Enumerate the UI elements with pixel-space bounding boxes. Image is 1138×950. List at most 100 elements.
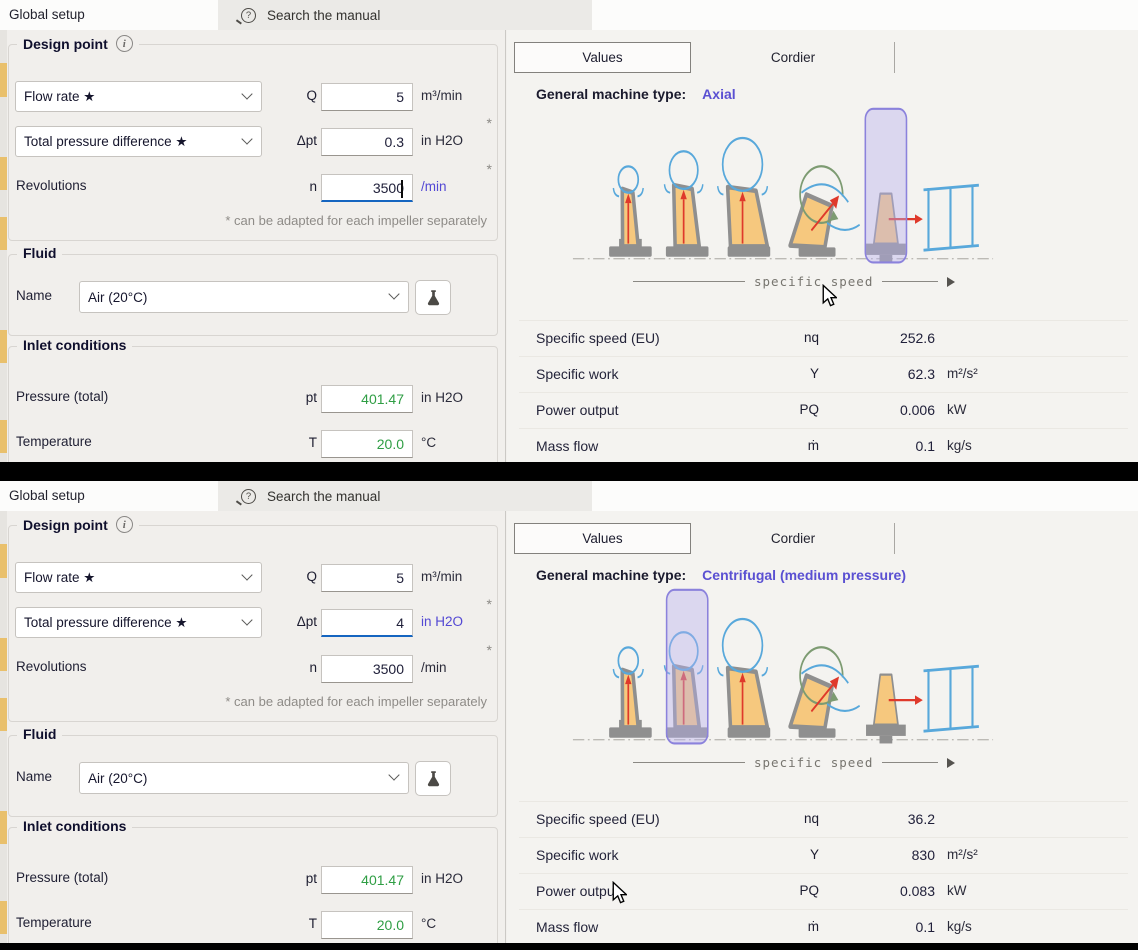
revolutions-input[interactable]: 3500 (321, 174, 413, 202)
inlet-pressure-unit: in H2O (421, 390, 464, 405)
tab-global-setup[interactable]: Global setup (9, 7, 85, 22)
machine-type-value: Axial (702, 86, 736, 102)
row-symbol: ṁ (807, 919, 819, 934)
fluid-title: Fluid (23, 726, 57, 742)
inlet-temperature-input[interactable]: 20.0 (321, 430, 413, 458)
fluid-properties-button[interactable] (415, 280, 451, 315)
specific-speed-caption: specific speed (633, 755, 956, 770)
table-row: Mass flow ṁ 0.1 kg/s (519, 909, 1128, 943)
fluid-group: Fluid Name Air (20°C) (8, 245, 498, 336)
machine-type-row: General machine type: Axial (536, 86, 736, 102)
adapt-note-star: * (486, 596, 492, 612)
inlet-conditions-title: Inlet conditions (23, 337, 127, 353)
flow-rate-row: Flow rate ★ Q 5 m³/min (9, 81, 497, 113)
inlet-conditions-title: Inlet conditions (23, 818, 127, 834)
inlet-conditions-group: Inlet conditions Pressure (total) pt 401… (8, 337, 498, 462)
inlet-pressure-symbol: pt (305, 390, 317, 405)
inlet-pressure-input[interactable]: 401.47 (321, 866, 413, 894)
tab-values[interactable]: Values (514, 42, 691, 73)
revolutions-label: Revolutions (16, 178, 87, 193)
inlet-pressure-value: 401.47 (361, 391, 404, 407)
row-value: 0.083 (899, 883, 935, 899)
flow-rate-input[interactable]: 5 (321, 564, 413, 592)
fluid-name-select[interactable]: Air (20°C) (79, 762, 409, 794)
row-label: Specific work (536, 366, 619, 382)
pressure-diff-select[interactable]: Total pressure difference ★ (15, 126, 262, 157)
revolutions-unit: /min (421, 660, 447, 675)
tab-cordier[interactable]: Cordier (692, 42, 895, 73)
row-unit: kg/s (947, 438, 972, 453)
chevron-down-icon (241, 132, 253, 145)
chevron-down-icon (388, 288, 400, 300)
flask-icon (427, 771, 439, 787)
row-value: 252.6 (899, 330, 935, 346)
revolutions-value: 3500 (372, 661, 404, 677)
design-point-group: Design point i Flow rate ★ Q 5 m³/min (8, 516, 498, 722)
revolutions-symbol: n (309, 179, 317, 194)
row-label: Specific speed (EU) (536, 330, 660, 346)
search-manual-label: Search the manual (267, 7, 381, 23)
table-row: Specific work Y 62.3 m²/s² (519, 356, 1128, 392)
revolutions-value: 3500 (372, 180, 404, 196)
inlet-temperature-label: Temperature (16, 915, 92, 930)
inlet-temperature-symbol: T (308, 916, 317, 931)
row-symbol: Y (809, 366, 819, 381)
design-point-title: Design point (23, 516, 108, 533)
tab-cordier[interactable]: Cordier (692, 523, 895, 554)
row-value: 0.1 (915, 438, 935, 454)
pressure-diff-symbol: Δpt (296, 133, 317, 148)
fluid-name-value: Air (20°C) (88, 770, 148, 786)
inlet-temperature-symbol: T (308, 435, 317, 450)
pressure-diff-select[interactable]: Total pressure difference ★ (15, 607, 262, 638)
bottom-border (0, 943, 1138, 950)
revolutions-row: Revolutions n 3500 /min * (9, 161, 497, 204)
revolutions-row: Revolutions n 3500 /min * (9, 642, 497, 685)
revolutions-input[interactable]: 3500 (321, 655, 413, 683)
machine-type-row: General machine type: Centrifugal (mediu… (536, 567, 906, 583)
row-label: Power output (536, 402, 619, 418)
flow-rate-select[interactable]: Flow rate ★ (15, 81, 262, 112)
flow-rate-select[interactable]: Flow rate ★ (15, 562, 262, 593)
info-icon[interactable]: i (115, 35, 133, 52)
tab-global-setup[interactable]: Global setup (9, 488, 85, 503)
fluid-name-select[interactable]: Air (20°C) (79, 281, 409, 313)
impeller-footnote: * can be adapted for each impeller separ… (225, 213, 487, 228)
search-manual-field[interactable]: ? Search the manual (218, 481, 592, 511)
flow-rate-input[interactable]: 5 (321, 83, 413, 111)
info-icon[interactable]: i (115, 516, 133, 533)
flask-icon (427, 290, 439, 306)
table-row: Specific work Y 830 m²/s² (519, 837, 1128, 873)
pressure-diff-row: Total pressure difference ★ Δpt 4 in H2O… (9, 596, 497, 639)
inlet-temperature-input[interactable]: 20.0 (321, 911, 413, 939)
table-row: Power output PQ 0.083 kW (519, 873, 1128, 909)
chevron-down-icon (241, 613, 253, 626)
inlet-temperature-row: Temperature T 20.0 °C (9, 428, 497, 460)
search-manual-field[interactable]: ? Search the manual (218, 0, 592, 30)
pressure-diff-input[interactable]: 4 (321, 609, 413, 637)
design-point-group: Design point i Flow rate ★ Q 5 m³/min (8, 35, 498, 241)
fluid-name-label: Name (16, 288, 53, 303)
tab-values[interactable]: Values (514, 523, 691, 554)
row-unit: m²/s² (947, 366, 978, 381)
specific-speed-diagram (563, 106, 1003, 270)
results-pane: Values Cordier General machine type: Axi… (507, 30, 1138, 462)
row-label: Specific work (536, 847, 619, 863)
machine-type-value: Centrifugal (medium pressure) (702, 567, 906, 583)
arrow-right-icon (947, 276, 956, 287)
pressure-diff-input[interactable]: 0.3 (321, 128, 413, 156)
fluid-title: Fluid (23, 245, 57, 261)
impeller-footnote: * can be adapted for each impeller separ… (225, 694, 487, 709)
row-symbol: nq (803, 811, 819, 826)
chevron-down-icon (388, 769, 400, 781)
inlet-temperature-value: 20.0 (376, 917, 404, 933)
left-edge-strip (0, 511, 7, 943)
machine-type-label: General machine type: (536, 567, 687, 583)
row-symbol: PQ (799, 402, 819, 417)
fluid-properties-button[interactable] (415, 761, 451, 796)
flow-rate-value: 5 (396, 89, 404, 105)
row-value: 36.2 (907, 811, 935, 827)
specific-speed-caption-text: specific speed (754, 274, 874, 289)
inlet-temperature-unit: °C (421, 435, 437, 450)
results-pane: Values Cordier General machine type: Cen… (507, 511, 1138, 943)
inlet-pressure-input[interactable]: 401.47 (321, 385, 413, 413)
